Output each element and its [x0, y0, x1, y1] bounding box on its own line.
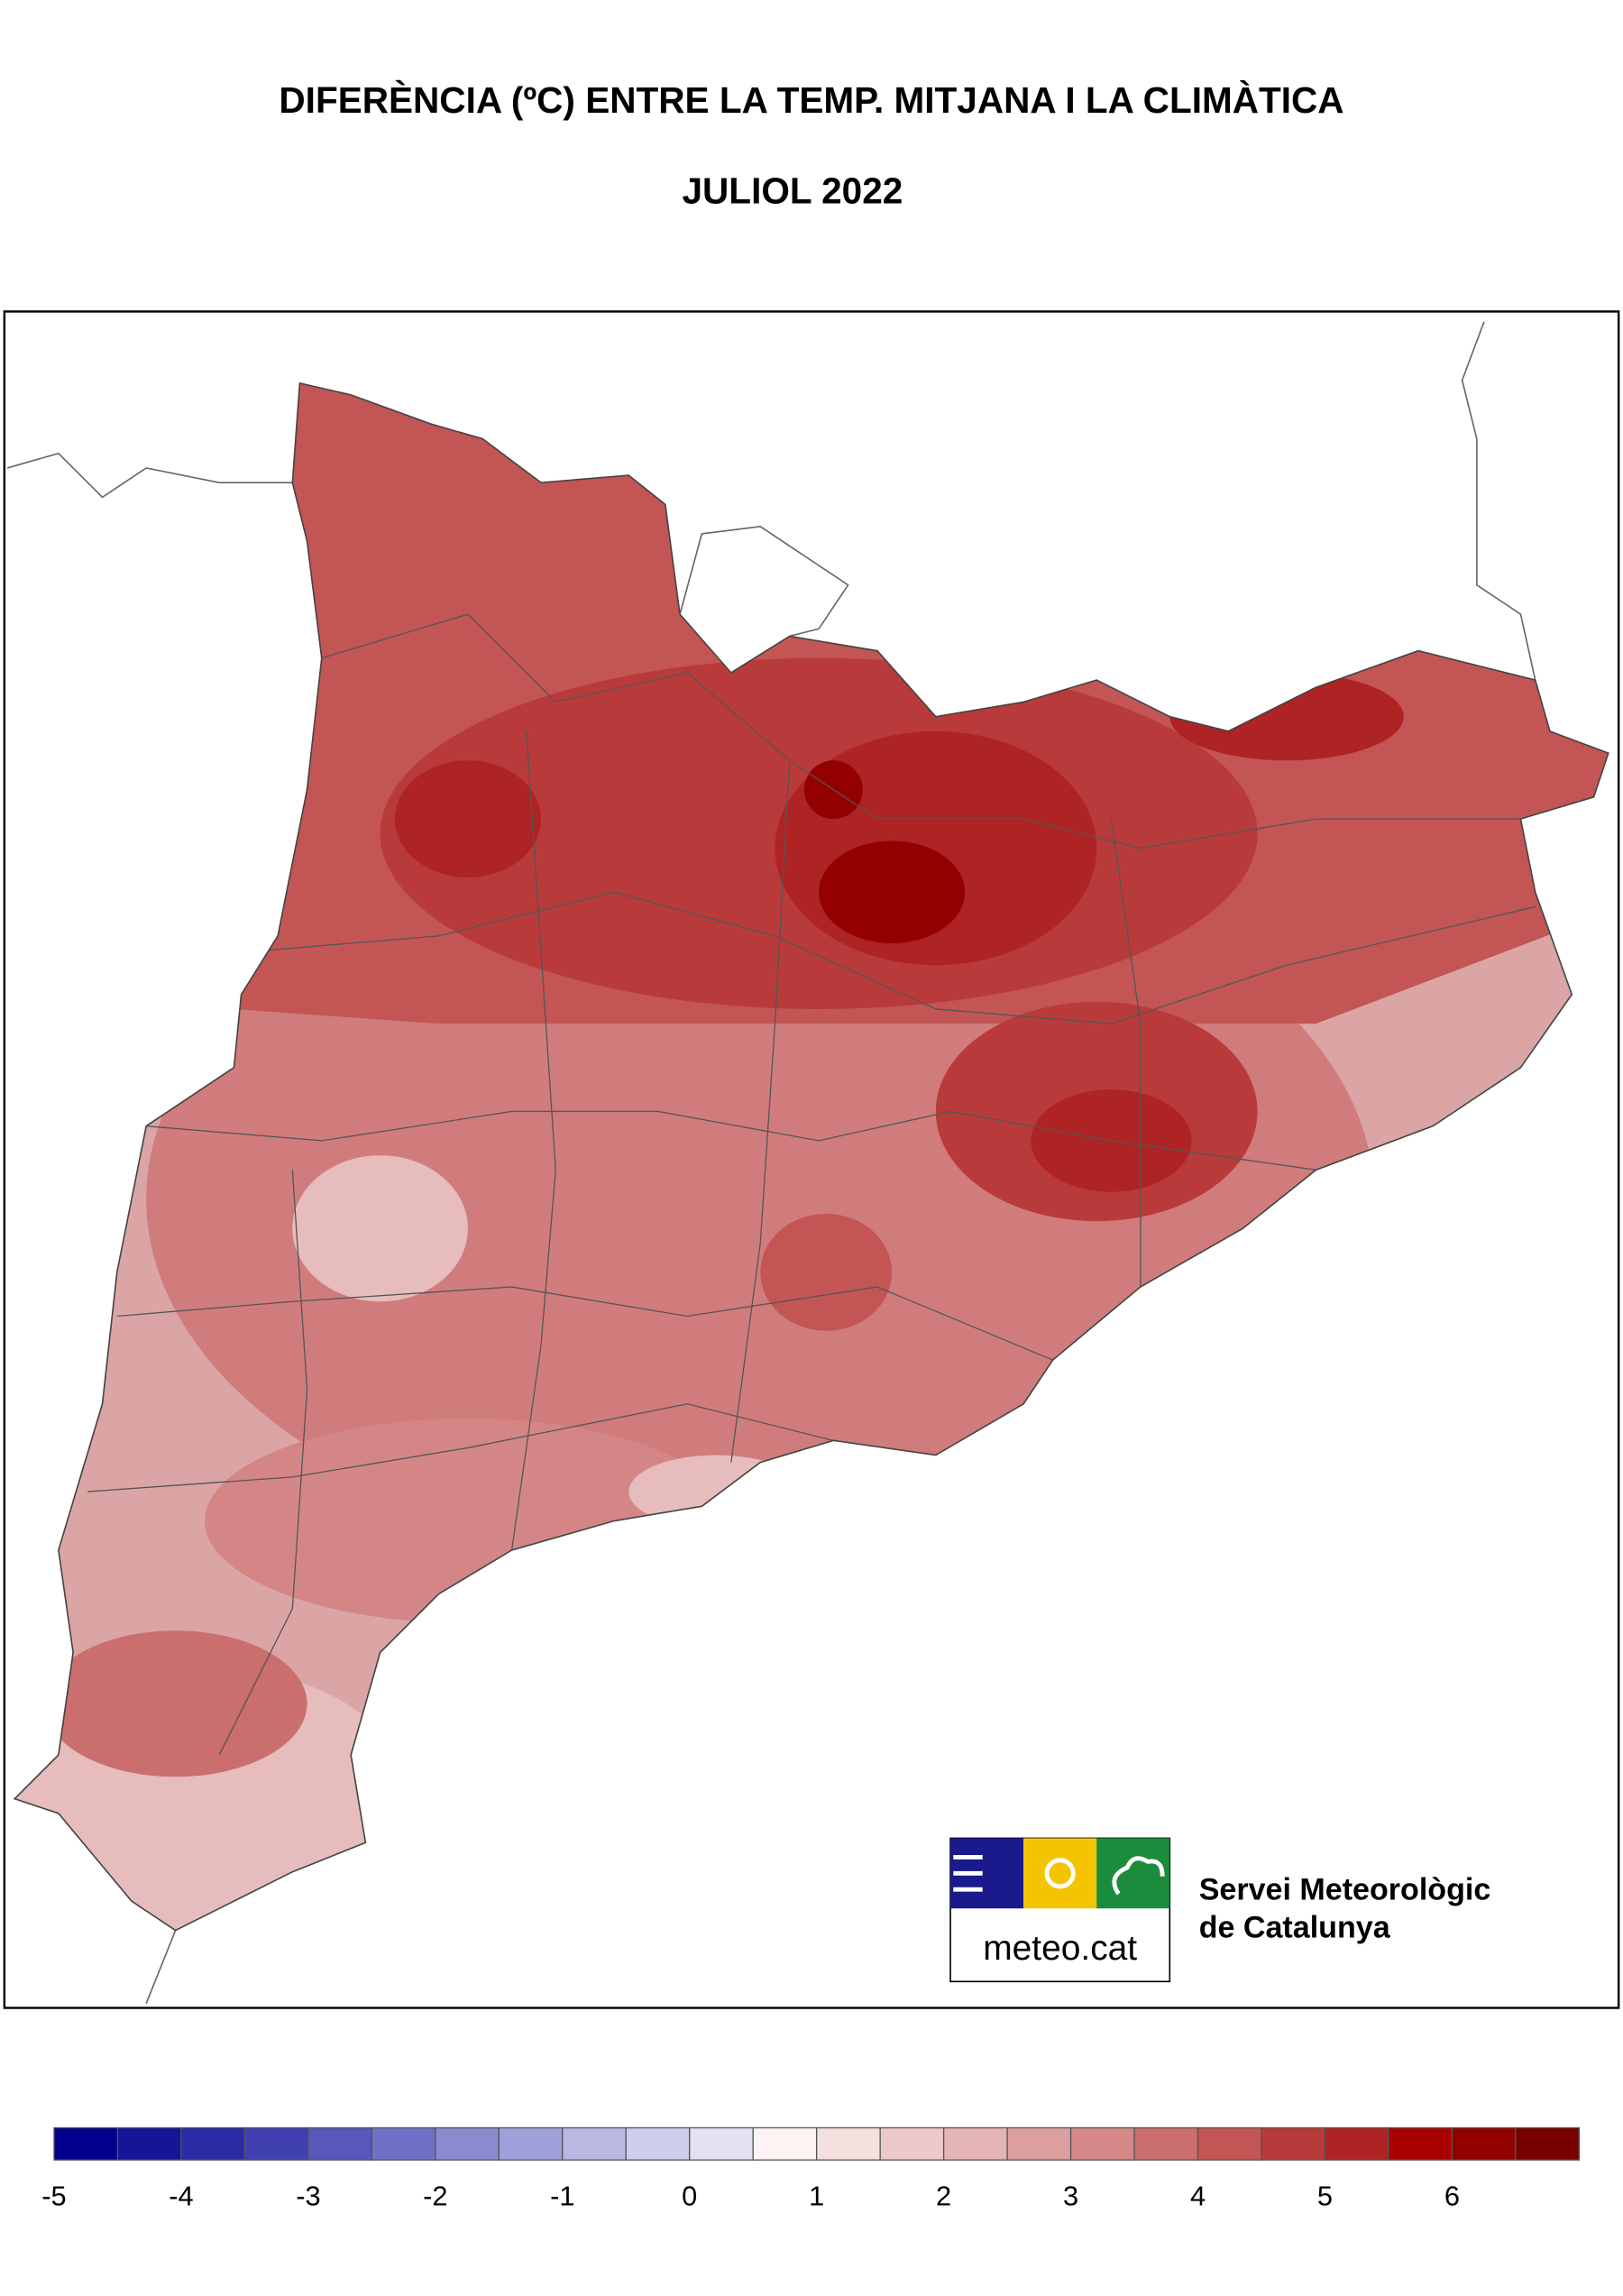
legend-swatch — [942, 2126, 1008, 2161]
legend-tick-label: 2 — [936, 2180, 951, 2211]
legend-swatch — [1515, 2126, 1580, 2161]
legend-swatch — [1006, 2126, 1072, 2161]
legend-swatch — [816, 2126, 881, 2161]
comarca-lines — [87, 613, 1536, 1756]
legend-tick-label: -5 — [41, 2180, 66, 2211]
legend-tick-label: 5 — [1317, 2180, 1333, 2211]
legend-swatch — [1261, 2126, 1326, 2161]
legend-tick-label: 4 — [1190, 2180, 1206, 2211]
legend: -5 -4 -3 -2 -1 0 1 2 3 4 5 6 — [41, 2126, 1580, 2211]
legend-swatch — [625, 2126, 691, 2161]
legend-tick-label: -3 — [296, 2180, 320, 2211]
logo: meteo.cat Servei Meteorològic de Catalun… — [949, 1837, 1491, 1983]
legend-tick-label: 0 — [682, 2180, 697, 2211]
logo-yellow — [1023, 1838, 1097, 1909]
logo-cloud — [1112, 1856, 1165, 1896]
legend-swatch — [243, 2126, 309, 2161]
legend-swatch — [1324, 2126, 1389, 2161]
legend-tick-label: 1 — [809, 2180, 824, 2211]
legend-swatch — [498, 2126, 564, 2161]
legend-swatch — [879, 2126, 945, 2161]
legend-swatch — [1133, 2126, 1199, 2161]
legend-tick-label: -2 — [423, 2180, 447, 2211]
legend-tick-label: -1 — [550, 2180, 574, 2211]
borders — [6, 321, 1536, 2004]
legend-swatch — [371, 2126, 436, 2161]
logo-green — [1096, 1838, 1170, 1909]
legend-swatch — [1451, 2126, 1517, 2161]
legend-swatch — [1197, 2126, 1262, 2161]
subtitle: JULIOL 2022 — [683, 170, 903, 211]
legend-swatch — [1388, 2126, 1453, 2161]
logo-name: Servei Meteorològic — [1199, 1873, 1491, 1907]
title: DIFERÈNCIA (ºC) ENTRE LA TEMP. MITJANA I… — [279, 79, 1343, 121]
logo-name: de Catalunya — [1199, 1911, 1391, 1945]
legend-swatch — [562, 2126, 627, 2161]
legend-tick-label: 6 — [1444, 2180, 1460, 2211]
legend-swatch — [116, 2126, 182, 2161]
legend-swatch — [53, 2126, 119, 2161]
legend-swatch — [307, 2126, 373, 2161]
legend-swatch — [435, 2126, 500, 2161]
logo-lines — [953, 1855, 983, 1892]
legend-swatch — [180, 2126, 246, 2161]
legend-swatch — [1069, 2126, 1135, 2161]
legend-swatch — [752, 2126, 818, 2161]
legend-swatch — [689, 2126, 754, 2161]
logo-site: meteo.cat — [983, 1929, 1137, 1968]
legend-tick-label: 3 — [1063, 2180, 1078, 2211]
logo-sun — [1044, 1858, 1076, 1889]
legend-tick-label: -4 — [169, 2180, 193, 2211]
catalonia-outline — [13, 381, 1609, 1932]
